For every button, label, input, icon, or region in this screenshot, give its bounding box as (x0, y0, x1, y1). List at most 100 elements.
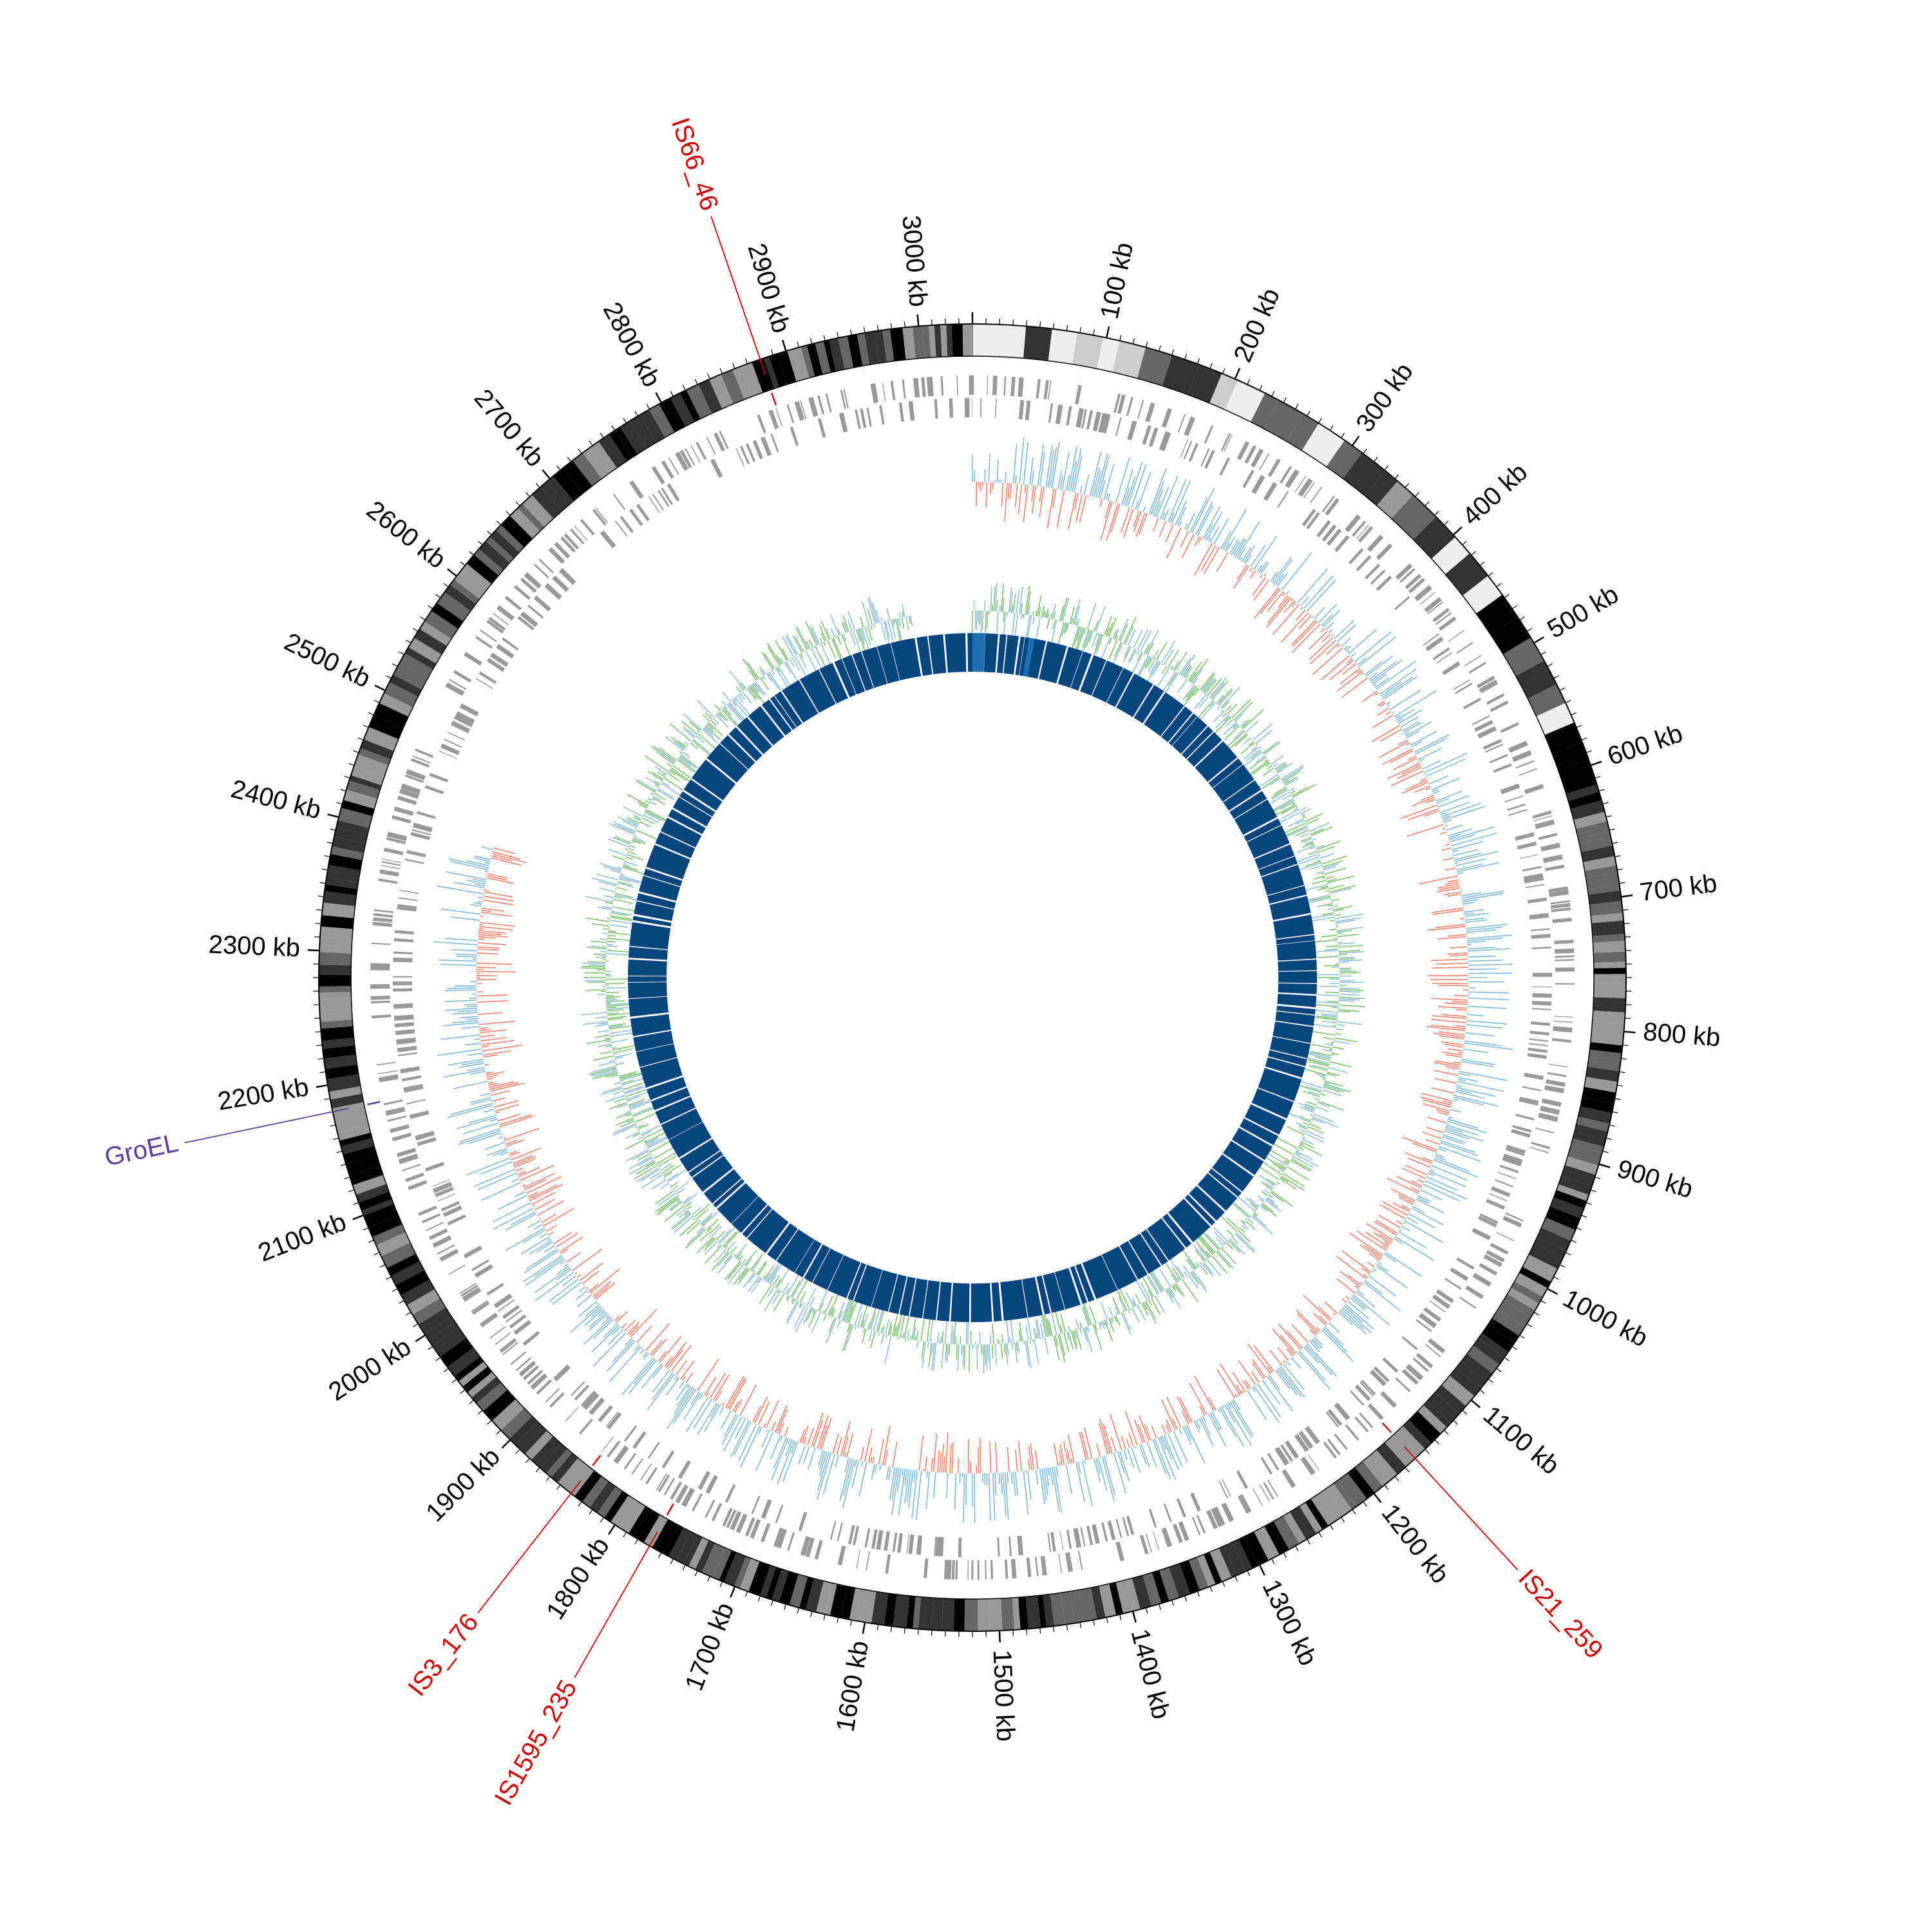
skew-bar (536, 1200, 565, 1217)
core-highlight (972, 633, 985, 672)
skew-bar (1101, 1455, 1115, 1502)
skew-bar (1208, 537, 1211, 542)
gene-feature (623, 1425, 638, 1442)
gc-bar (865, 625, 867, 627)
gene-feature (595, 507, 609, 524)
skew-bar (778, 1423, 784, 1435)
gc-bar (1311, 913, 1334, 919)
minor-tick (535, 1467, 540, 1472)
skew-bar (1272, 604, 1300, 636)
gc-bar (707, 1227, 712, 1233)
skew-bar (562, 1275, 577, 1286)
core-gap (851, 654, 866, 692)
gene-feature (1551, 903, 1571, 909)
skew-bar (1105, 493, 1109, 500)
gc-bar (842, 634, 847, 642)
skew-bar (493, 847, 516, 855)
gene-feature (1535, 819, 1555, 829)
gc-bar (884, 1335, 892, 1363)
gc-bar (1302, 1135, 1304, 1137)
skew-bar (664, 1356, 673, 1367)
ideogram-segment (1311, 1493, 1337, 1526)
skew-bar (551, 1282, 582, 1305)
minor-tick (1209, 363, 1213, 369)
gene-feature (1177, 413, 1186, 433)
gc-bar (1122, 1312, 1131, 1330)
skew-bar (1459, 1072, 1472, 1077)
skew-bar (442, 1068, 486, 1078)
ideogram-segment (1583, 856, 1616, 871)
gene-feature (1448, 630, 1465, 642)
gc-bar (609, 823, 635, 835)
skew-bar (1287, 1331, 1303, 1349)
gc-bar (1329, 887, 1352, 894)
gc-bar (1336, 927, 1363, 931)
gc-bar (1156, 641, 1168, 661)
gene-feature (393, 806, 414, 816)
gene-feature (1115, 1541, 1125, 1562)
ideogram-segment (531, 487, 562, 519)
gc-bar (739, 685, 744, 692)
ideogram-segment (1224, 1542, 1245, 1576)
ideogram-segment (686, 384, 712, 419)
gc-bar (1309, 896, 1331, 902)
skew-bar (1283, 600, 1295, 614)
gc-bar (697, 733, 717, 751)
gc-bar (741, 1258, 746, 1264)
gene-feature (1223, 434, 1233, 452)
core-gap (1180, 724, 1209, 755)
skew-bar (1103, 1455, 1116, 1496)
gene-feature (1306, 512, 1320, 529)
skew-bar (1137, 1424, 1146, 1443)
gc-bar (619, 876, 639, 884)
minor-tick (556, 465, 561, 471)
gene-feature (1127, 421, 1137, 440)
gene-feature (1163, 432, 1171, 451)
gc-bar (588, 961, 606, 963)
skew-bar (1395, 1236, 1434, 1261)
minor-tick (1197, 1591, 1200, 1597)
skew-bar (1414, 734, 1450, 753)
gene-feature (518, 1361, 536, 1377)
gene-feature (1464, 655, 1482, 667)
skew-bar (1291, 1323, 1309, 1343)
gc-bar (1138, 656, 1151, 677)
gc-bar (1265, 1151, 1289, 1166)
gene-feature (951, 1560, 955, 1580)
skew-bar (1345, 1296, 1350, 1300)
skew-bar (489, 1118, 498, 1122)
skew-bar (1224, 1404, 1236, 1423)
ideogram-segment (701, 1543, 726, 1578)
skew-bar (1322, 610, 1340, 628)
gene-feature (677, 1460, 691, 1479)
skew-bar (1321, 1329, 1354, 1362)
gc-bar (795, 627, 808, 650)
gc-bar (717, 1229, 732, 1243)
skew-bar (1432, 909, 1464, 915)
gc-bar (1281, 1175, 1305, 1191)
skew-bar (1313, 1312, 1327, 1326)
skew-bar (1311, 1339, 1320, 1349)
ideogram-segment (1376, 481, 1414, 519)
gc-bar (641, 817, 656, 825)
skew-bar (447, 1104, 494, 1119)
skew-bar (996, 459, 999, 482)
ideogram-segment (1511, 1281, 1543, 1304)
gc-bar (817, 1289, 829, 1311)
skew-bar (491, 857, 522, 866)
skew-bar (1165, 524, 1174, 543)
skew-bar (697, 1402, 717, 1435)
gene-feature (629, 480, 644, 499)
skew-bar (1312, 647, 1343, 676)
skew-bar (1417, 748, 1442, 761)
ideogram-segment (1299, 1502, 1323, 1534)
gene-feature (768, 410, 779, 430)
gc-bar (867, 625, 873, 641)
skew-bar (1435, 1155, 1446, 1161)
gc-bar (606, 1000, 625, 1003)
skew-bar (1455, 1088, 1472, 1094)
core-gap (1056, 645, 1069, 685)
gc-bar (603, 895, 614, 898)
ideogram-segment (1427, 1392, 1459, 1423)
skew-bar (1369, 661, 1397, 682)
